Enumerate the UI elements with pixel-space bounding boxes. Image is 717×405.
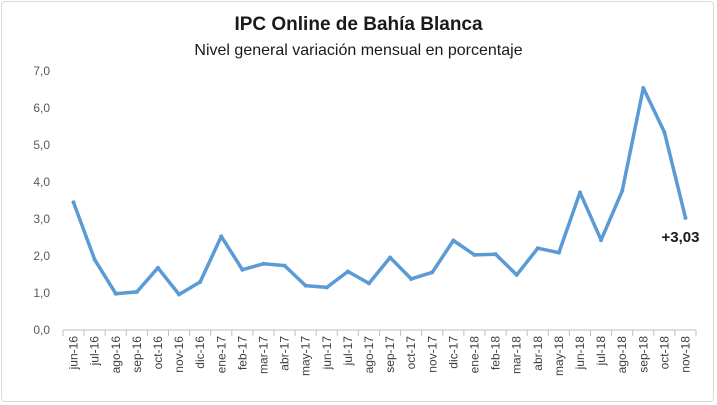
data-point (493, 252, 498, 257)
data-point (219, 234, 224, 239)
data-point (535, 246, 540, 251)
data-point (240, 267, 245, 272)
x-tick-label: may-17 (299, 336, 313, 376)
y-axis: 0,0 1,0 2,0 3,0 4,0 5,0 6,0 7,0 (33, 64, 50, 337)
data-point (577, 190, 582, 195)
y-tick-label: 2,0 (33, 249, 50, 263)
data-point (683, 215, 688, 220)
x-tick-label: jul-16 (88, 336, 102, 367)
data-point (556, 250, 561, 255)
data-point (430, 270, 435, 275)
x-tick-label: jul-17 (341, 336, 355, 367)
data-point (92, 257, 97, 262)
x-tick-label: sep-16 (130, 336, 144, 373)
data-point (134, 289, 139, 294)
data-point (177, 292, 182, 297)
x-tick-label: jun-17 (320, 336, 334, 371)
data-point (662, 130, 667, 135)
y-tick-label: 7,0 (33, 64, 50, 78)
last-value-annotation: +3,03 (661, 229, 699, 246)
data-point (155, 265, 160, 270)
y-tick-label: 0,0 (33, 323, 50, 337)
x-tick-label: ene-17 (214, 336, 228, 374)
x-tick-label: mar-17 (256, 336, 270, 374)
x-tick-label: may-18 (552, 336, 566, 376)
x-tick-label: mar-18 (510, 336, 524, 374)
data-point (71, 200, 76, 205)
y-tick-label: 4,0 (33, 175, 50, 189)
data-point (303, 283, 308, 288)
x-tick-label: abr-18 (531, 336, 545, 371)
x-axis: jun-16 jul-16 ago-16 sep-16 oct-16 nov-16 dic-… (62, 329, 697, 376)
x-tick-label: oct-18 (657, 336, 671, 370)
series-line (71, 86, 688, 297)
x-tick-label: oct-17 (404, 336, 418, 370)
x-tick-label: ago-16 (109, 336, 123, 374)
data-point (261, 261, 266, 266)
data-point (472, 252, 477, 257)
data-point (599, 238, 604, 243)
x-tick-label: ene-18 (467, 336, 481, 374)
data-point (641, 86, 646, 91)
y-tick-label: 1,0 (33, 286, 50, 300)
chart-subtitle: Nivel general variación mensual en porce… (194, 42, 523, 59)
data-point (451, 238, 456, 243)
data-point (324, 285, 329, 290)
x-tick-label: dic-17 (446, 336, 460, 369)
series-layer (71, 86, 688, 297)
data-point (345, 269, 350, 274)
x-tick-label: abr-17 (278, 336, 292, 371)
x-tick-label: nov-17 (425, 336, 439, 373)
chart-title: IPC Online de Bahía Blanca (234, 14, 483, 35)
x-tick-label: oct-16 (151, 336, 165, 370)
y-tick-label: 5,0 (33, 138, 50, 152)
x-tick-label: nov-18 (678, 336, 692, 373)
x-tick-label: sep-17 (383, 336, 397, 373)
data-point (620, 188, 625, 193)
x-tick-label: dic-16 (193, 336, 207, 369)
y-tick-label: 6,0 (33, 101, 50, 115)
x-tick-label: feb-17 (235, 336, 249, 370)
data-point (366, 281, 371, 286)
x-tick-label: jun-18 (573, 336, 587, 371)
x-tick-label: feb-18 (489, 336, 503, 370)
data-point (514, 272, 519, 277)
data-point (113, 291, 118, 296)
y-tick-label: 3,0 (33, 212, 50, 226)
x-tick-label: jul-18 (594, 336, 608, 367)
data-point (388, 255, 393, 260)
data-point (409, 276, 414, 281)
x-tick-label: ago-18 (615, 336, 629, 374)
x-tick-label: nov-16 (172, 336, 186, 373)
data-point (198, 279, 203, 284)
x-tick-label: sep-18 (636, 336, 650, 373)
x-tick-label: ago-17 (362, 336, 376, 374)
x-tick-label: jun-16 (67, 336, 81, 371)
data-point (282, 263, 287, 268)
